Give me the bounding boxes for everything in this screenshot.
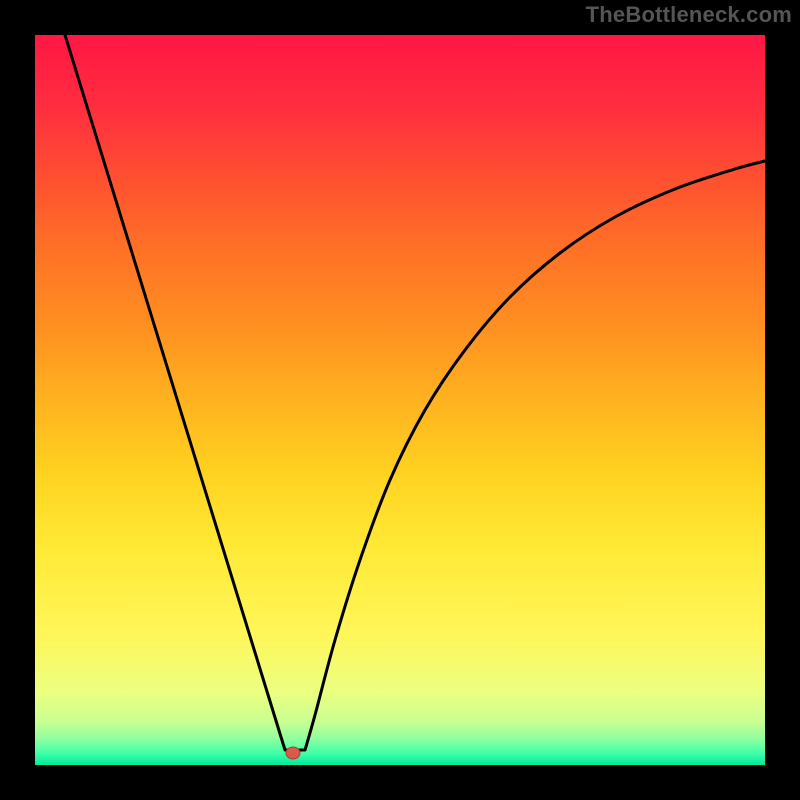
plot-area xyxy=(35,35,765,765)
watermark-text: TheBottleneck.com xyxy=(586,2,792,28)
chart-svg xyxy=(35,35,765,765)
gradient-background xyxy=(35,35,765,765)
minimum-marker xyxy=(286,747,300,759)
chart-frame: TheBottleneck.com xyxy=(0,0,800,800)
